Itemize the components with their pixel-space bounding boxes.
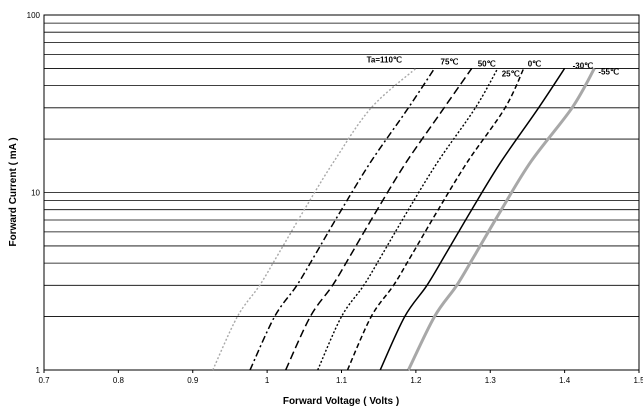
x-tick-labels: 0.7 0.8 0.9 1 1.1 1.2 1.3 1.4 1.5 xyxy=(38,370,643,385)
x-tick-label: 1.4 xyxy=(559,376,571,385)
curve-4 xyxy=(317,68,499,371)
curve-label: -30℃ xyxy=(573,61,594,70)
curve-label: -55℃ xyxy=(598,67,619,76)
x-tick-label: 1.5 xyxy=(633,376,643,385)
y-axis-title: Forward Current ( mA ) xyxy=(8,137,19,246)
curve-3 xyxy=(285,67,473,371)
x-tick-label: 0.9 xyxy=(187,376,199,385)
x-tick-label: 1.2 xyxy=(410,376,422,385)
curve-label: Ta=110℃ xyxy=(367,55,402,64)
x-axis-title: Forward Voltage ( Volts ) xyxy=(283,396,399,407)
curve-6 xyxy=(379,67,566,371)
curve-labels: Ta=110℃ 75℃ 50℃ 25℃ 0℃ -30℃ -55℃ xyxy=(367,55,619,78)
curve-2 xyxy=(249,67,436,371)
curve-1 xyxy=(212,67,417,371)
x-tick-label: 1.1 xyxy=(336,376,348,385)
curve-5 xyxy=(346,68,525,371)
x-tick-label: 1 xyxy=(265,376,270,385)
curve-7 xyxy=(407,67,596,371)
x-tick-label: 1.3 xyxy=(485,376,497,385)
curve-label: 0℃ xyxy=(528,59,541,68)
curve-label: 50℃ xyxy=(478,59,496,68)
y-tick-label: 1 xyxy=(36,366,41,375)
x-tick-label: 0.8 xyxy=(113,376,125,385)
curves xyxy=(212,67,596,371)
y-tick-label: 10 xyxy=(31,189,40,198)
y-tick-labels: 1 10 100 xyxy=(27,11,41,375)
x-tick-label: 0.7 xyxy=(38,376,50,385)
gridlines xyxy=(44,22,639,317)
curve-label: 25℃ xyxy=(502,69,520,78)
curve-label: 75℃ xyxy=(441,57,459,66)
y-tick-label: 100 xyxy=(27,11,41,20)
